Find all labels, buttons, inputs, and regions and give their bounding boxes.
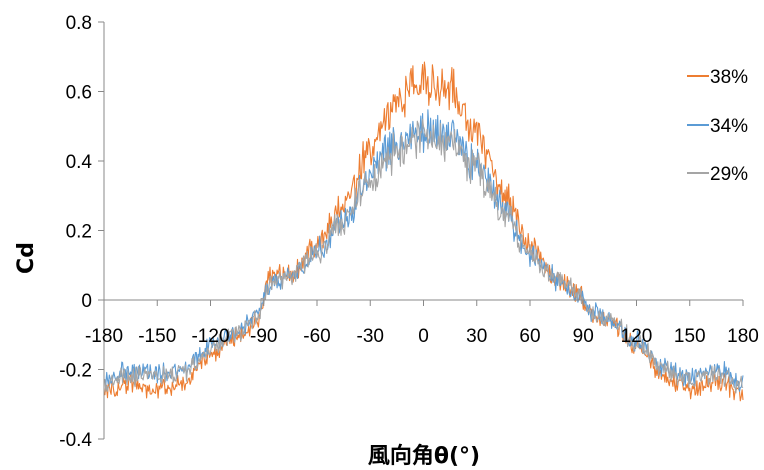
y-tick-label: -0.4	[59, 430, 92, 451]
legend-label: 34%	[710, 116, 748, 137]
series-line-29pct	[103, 118, 744, 394]
y-axis-title: Cd	[14, 242, 39, 274]
x-tick-label: -60	[303, 326, 330, 347]
x-tick-layer: -180 -150 -120 -90 -60 -30 0 30 60 90 120 150 180	[85, 300, 759, 347]
x-tick-label: -180	[85, 326, 123, 347]
y-tick-label: 0.6	[66, 83, 92, 104]
x-tick-label: -120	[191, 326, 229, 347]
x-tick-label: 60	[519, 326, 540, 347]
x-axis-title: 風向角θ(°)	[368, 443, 480, 469]
y-tick-label: 0.4	[66, 152, 93, 173]
legend-label: 38%	[710, 67, 748, 88]
y-tick-label: -0.2	[59, 361, 92, 382]
y-tick-label: 0	[81, 291, 92, 312]
x-tick-label: -150	[138, 326, 176, 347]
x-tick-label: 0	[418, 326, 429, 347]
y-tick-label: 0.2	[66, 222, 92, 243]
x-tick-label: 30	[466, 326, 487, 347]
series-layer	[103, 61, 744, 402]
legend: 38% 34% 29%	[687, 67, 748, 185]
x-tick-label: 150	[674, 326, 706, 347]
x-tick-label: 120	[621, 326, 653, 347]
x-tick-label: -90	[250, 326, 277, 347]
y-tick-label: 0.8	[66, 13, 92, 34]
legend-label: 29%	[710, 164, 748, 185]
x-tick-label: 180	[727, 326, 759, 347]
x-tick-label: -30	[357, 326, 384, 347]
y-tick-layer: 0.8 0.6 0.4 0.2 0 -0.2 -0.4	[59, 13, 104, 451]
x-tick-label: 90	[573, 326, 594, 347]
